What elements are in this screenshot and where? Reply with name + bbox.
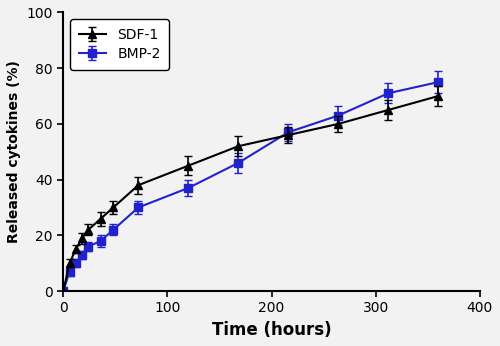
Y-axis label: Released cytokines (%): Released cytokines (%) [7, 60, 21, 243]
X-axis label: Time (hours): Time (hours) [212, 321, 332, 339]
Legend: SDF-1, BMP-2: SDF-1, BMP-2 [70, 19, 169, 70]
